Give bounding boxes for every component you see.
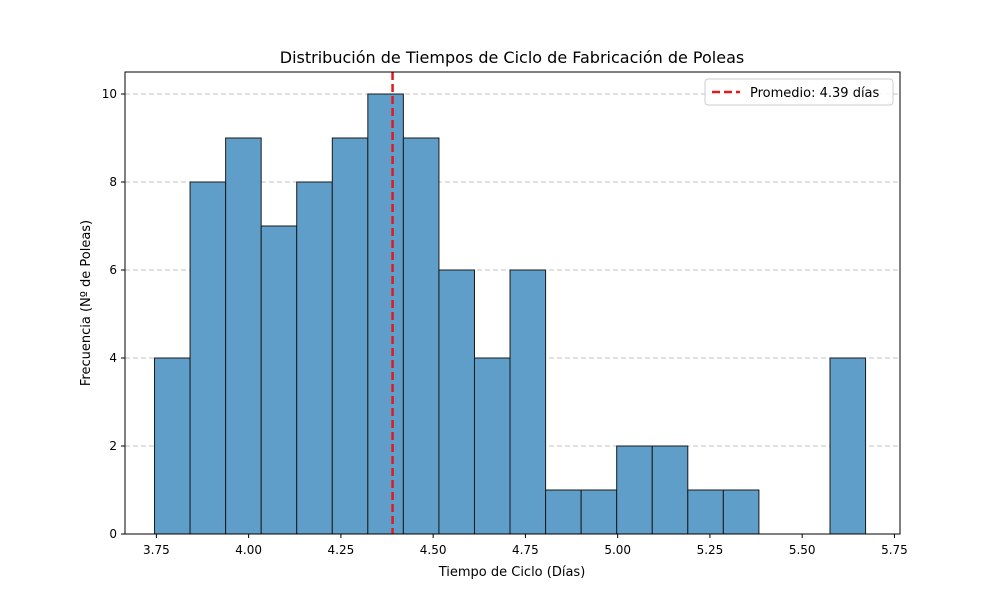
legend-label: Promedio: 4.39 días: [750, 86, 880, 101]
histogram-bar: [331, 137, 369, 535]
histogram-bar: [367, 93, 404, 535]
y-tick-label: 2: [109, 439, 117, 453]
x-axis-ticks: 3.75 4.00 4.25 4.50 4.75 5.00 5.25 5.50 5.75: [143, 534, 908, 557]
plot-frame: [124, 71, 901, 535]
x-tick-label: 4.25: [328, 543, 355, 557]
x-tick-label: 4.75: [512, 543, 539, 557]
histogram-bar: [402, 137, 440, 535]
y-tick-label: 8: [109, 175, 117, 189]
x-tick-label: 5.75: [881, 543, 908, 557]
histogram-bar: [225, 137, 262, 535]
histogram-bar: [545, 489, 582, 535]
histogram-bar: [154, 357, 191, 535]
histogram-bar: [509, 269, 547, 535]
x-tick-label: 4.50: [420, 543, 447, 557]
histogram-bar: [296, 181, 333, 535]
x-tick-label: 5.50: [789, 543, 816, 557]
histogram-bar: [829, 357, 867, 535]
legend-box: [704, 78, 894, 106]
chart-title: Distribución de Tiempos de Ciclo de Fabr…: [280, 48, 744, 67]
x-tick-label: 5.00: [604, 543, 631, 557]
y-tick-label: 4: [109, 351, 117, 365]
histogram-bar: [260, 225, 298, 535]
x-tick-label: 5.25: [697, 543, 724, 557]
histogram-bar: [473, 357, 511, 535]
x-axis-label: Tiempo de Ciclo (Días): [438, 565, 586, 580]
x-tick-label: 4.00: [235, 543, 262, 557]
histogram-bar: [580, 489, 618, 535]
histogram-bar: [438, 269, 475, 535]
histogram-bar: [189, 181, 227, 535]
histogram-bar: [687, 489, 724, 535]
legend: Promedio: 4.39 días: [704, 78, 894, 106]
y-tick-label: 10: [102, 87, 117, 101]
histogram-bars: [154, 93, 867, 535]
y-tick-label: 6: [109, 263, 117, 277]
histogram-bar: [616, 445, 653, 535]
y-axis-ticks: 0 2 4 6 8 10: [102, 87, 125, 541]
histogram-bar: [722, 489, 760, 535]
y-axis-label: Frecuencia (Nº de Poleas): [79, 220, 94, 386]
x-tick-label: 3.75: [143, 543, 170, 557]
y-tick-label: 0: [109, 527, 117, 541]
histogram-bar: [651, 445, 689, 535]
